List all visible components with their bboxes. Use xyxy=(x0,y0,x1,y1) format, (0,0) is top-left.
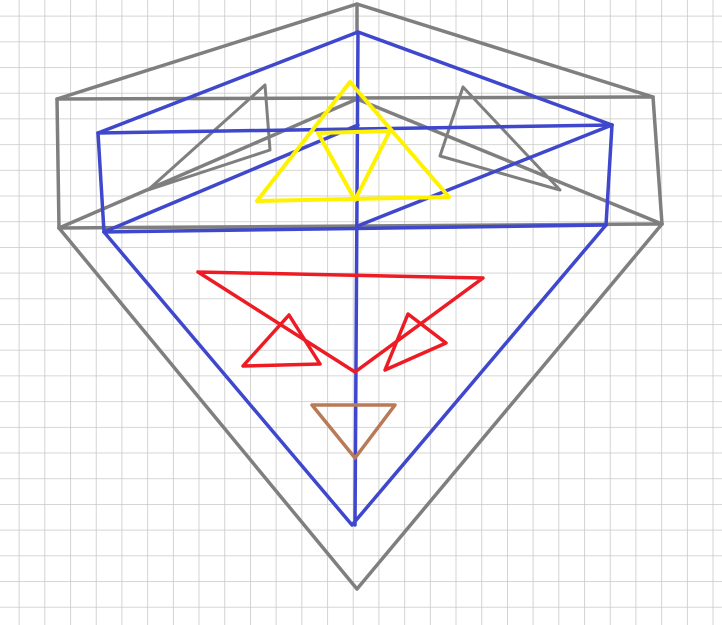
outer-gray-shape xyxy=(55,2,664,591)
inner-blue-shape xyxy=(96,30,614,527)
gray-triangle-right xyxy=(438,85,562,192)
outer-left-side xyxy=(55,97,61,230)
inner-top-bar xyxy=(96,123,614,135)
inner-left-side xyxy=(96,131,106,234)
outer-right-side xyxy=(651,95,664,226)
red-wings xyxy=(196,270,485,374)
inner-middle-bar xyxy=(102,223,608,234)
outer-diagonal-left xyxy=(57,97,359,230)
inner-bottom-point xyxy=(102,223,608,527)
yellow-triforce xyxy=(255,80,451,203)
outer-bottom-point xyxy=(57,222,664,591)
inner-vertical-axis xyxy=(353,30,360,527)
inner-right-side xyxy=(604,123,614,227)
red-figure xyxy=(196,270,485,374)
inner-diagonal-right xyxy=(358,123,614,227)
gray-triangle-left xyxy=(146,83,272,192)
outer-diagonal-right xyxy=(355,97,664,226)
brown-inverted-triangle xyxy=(310,403,397,460)
gray-side-triangles xyxy=(146,83,562,192)
red-triangle-left xyxy=(241,313,322,368)
red-triangle-right xyxy=(383,312,448,372)
inner-diagonal-left xyxy=(102,123,360,234)
triforce-inner-triangle xyxy=(316,129,392,202)
